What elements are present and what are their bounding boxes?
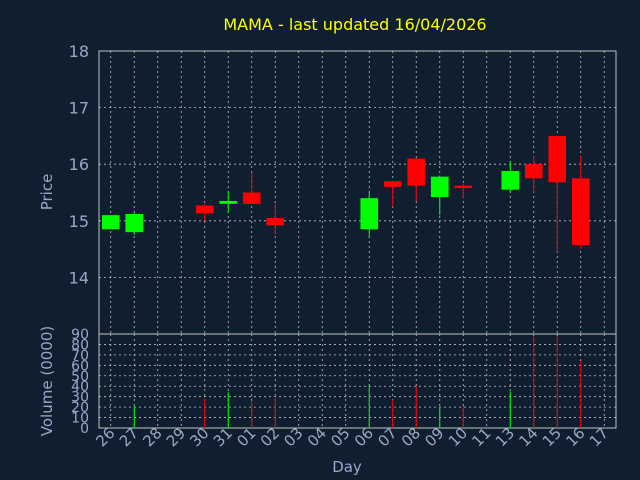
price-tick-label: 18 bbox=[69, 42, 89, 61]
x-axis-label: Day bbox=[332, 458, 362, 476]
price-tick-label: 14 bbox=[69, 268, 89, 287]
price-tick-label: 15 bbox=[69, 212, 89, 231]
candle-body bbox=[571, 178, 590, 246]
chart-title: MAMA - last updated 16/04/2026 bbox=[223, 15, 486, 34]
volume-plot-frame bbox=[98, 333, 617, 429]
candle-body bbox=[454, 185, 473, 188]
candle-body bbox=[548, 135, 567, 183]
price-panel: 14 15 16 17 18 bbox=[69, 42, 617, 335]
volume-tick-label: 30 bbox=[71, 390, 89, 406]
candle-body bbox=[524, 164, 543, 179]
candle-body bbox=[430, 176, 449, 198]
volume-tick-label: 70 bbox=[71, 348, 89, 364]
candle-body bbox=[501, 170, 520, 190]
volume-tick-label: 10 bbox=[71, 411, 89, 427]
candle-body bbox=[383, 181, 402, 187]
price-tick-label: 16 bbox=[69, 155, 89, 174]
price-axis-label: Price bbox=[38, 174, 56, 211]
volume-axis-label: Volume (0000) bbox=[38, 326, 56, 436]
candle-body bbox=[242, 192, 261, 204]
volume-tick-label: 90 bbox=[71, 327, 89, 343]
candle-body bbox=[219, 200, 238, 204]
volume-tick-label: 80 bbox=[71, 337, 89, 353]
volume-tick-label: 50 bbox=[71, 369, 89, 385]
price-tick-label: 17 bbox=[69, 99, 89, 118]
candle-body bbox=[407, 158, 426, 186]
volume-tick-label: 20 bbox=[71, 400, 89, 416]
candle-body bbox=[125, 214, 144, 233]
candle-body bbox=[195, 205, 214, 214]
volume-tick-label: 40 bbox=[71, 379, 89, 395]
price-plot-frame bbox=[98, 50, 617, 335]
candle-body bbox=[360, 198, 379, 230]
candle-body bbox=[101, 215, 120, 230]
volume-tick-label: 0 bbox=[80, 421, 89, 437]
candle-body bbox=[266, 217, 285, 226]
volume-tick-label: 60 bbox=[71, 358, 89, 374]
